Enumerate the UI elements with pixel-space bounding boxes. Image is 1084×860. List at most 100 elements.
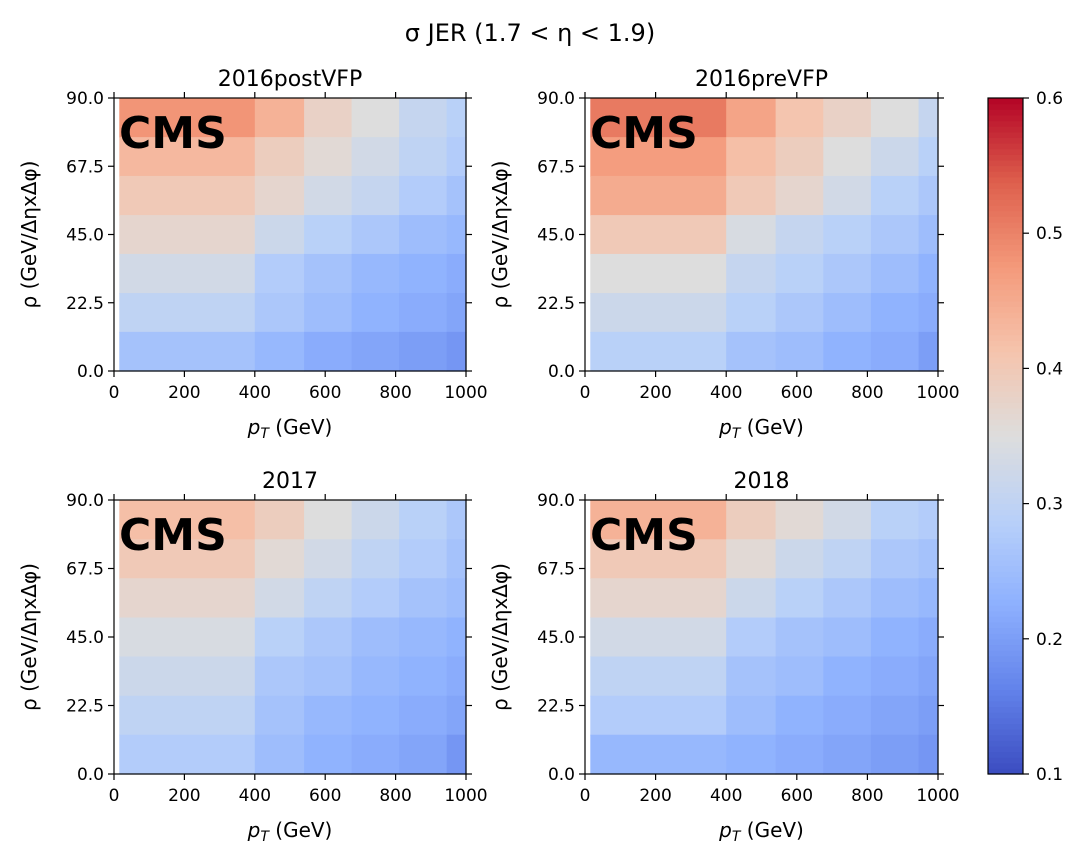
heatmap-cell — [870, 734, 920, 775]
cms-label: CMS — [590, 510, 698, 561]
colorbar-segment — [988, 98, 1023, 105]
colorbar-segment — [988, 633, 1023, 640]
heatmap-cell — [304, 215, 353, 255]
heatmap-cell — [775, 734, 824, 775]
y-tick-label: 0.0 — [548, 362, 575, 382]
colorbar-segment — [988, 407, 1023, 415]
heatmap-cell — [399, 331, 448, 372]
colorbar-segment — [988, 233, 1023, 240]
heatmap-cell — [870, 539, 920, 579]
colorbar-segment — [988, 672, 1023, 679]
heatmap-cell — [254, 98, 305, 138]
heatmap-cell — [590, 293, 727, 333]
colorbar-segment — [988, 497, 1023, 505]
heatmap-cell — [351, 695, 400, 736]
heatmap-cell — [918, 98, 939, 138]
heatmap-cell — [590, 578, 727, 619]
heatmap-cell — [304, 617, 353, 658]
colorbar-segment — [988, 554, 1023, 561]
heatmap-panels: 0 200 400 600 800 1000 0.0 22.5 45.0 67.5 90.0 2016… — [17, 67, 960, 845]
heatmap-cell — [351, 734, 400, 775]
colorbar-segment — [988, 238, 1023, 246]
y-tick-label: 0.0 — [77, 362, 104, 382]
heatmap-cell — [304, 578, 353, 619]
heatmap-cell — [870, 617, 920, 658]
heatmap-cell — [726, 293, 777, 333]
colorbar-segment — [988, 514, 1023, 522]
heatmap-cell — [446, 293, 467, 333]
y-tick-label: 90.0 — [537, 491, 575, 511]
heatmap-cell — [446, 656, 467, 697]
heatmap-cell — [119, 578, 256, 619]
x-tick-label: 1000 — [444, 786, 487, 806]
colorbar-segment — [988, 131, 1023, 139]
heatmap-cell — [351, 293, 400, 333]
heatmap-cell — [918, 539, 939, 579]
y-tick-label: 90.0 — [66, 491, 104, 511]
heatmap-cell — [918, 695, 939, 736]
heatmap-cell — [726, 253, 777, 294]
heatmap-cell — [254, 500, 305, 540]
colorbar-segment — [988, 520, 1023, 527]
heatmap-cell — [254, 734, 305, 775]
y-tick-label: 22.5 — [66, 294, 104, 314]
colorbar-segment — [988, 216, 1023, 223]
colorbar-segment — [988, 267, 1023, 274]
colorbar: 0.1 0.2 0.3 0.4 0.5 0.6 — [987, 89, 1063, 785]
colorbar-segment — [988, 143, 1023, 150]
heatmap-cell — [399, 98, 448, 138]
colorbar-segment — [988, 390, 1023, 398]
colorbar-segment — [988, 430, 1023, 437]
heatmap-cell — [870, 98, 920, 138]
heatmap-cell — [870, 695, 920, 736]
colorbar-segment — [988, 571, 1023, 578]
heatmap-cell — [119, 734, 256, 775]
heatmap-cell — [726, 539, 777, 579]
heatmap-cell — [119, 215, 256, 255]
x-tick-label: 1000 — [916, 383, 959, 403]
heatmap-cell — [775, 539, 824, 579]
heatmap-cell — [870, 293, 920, 333]
heatmap-panel-1: 0 200 400 600 800 1000 0.0 22.5 45.0 67.5 90.0 2016… — [17, 67, 488, 442]
colorbar-segment — [988, 678, 1023, 685]
colorbar-segment — [988, 419, 1023, 426]
heatmap-cell — [590, 331, 727, 372]
colorbar-segment — [988, 588, 1023, 595]
panel-title: 2016postVFP — [218, 67, 362, 92]
x-tick-label: 0 — [580, 383, 591, 403]
colorbar-segment — [988, 283, 1023, 291]
heatmap-cell — [918, 137, 939, 177]
heatmap-cell — [119, 539, 256, 579]
colorbar-segment — [988, 706, 1023, 713]
heatmap-cell — [590, 656, 727, 697]
x-axis-label: pT (GeV) — [718, 818, 804, 845]
colorbar-segment — [988, 548, 1023, 555]
heatmap-cell — [351, 500, 400, 540]
colorbar-frame — [987, 97, 1024, 775]
heatmap-cell — [254, 617, 305, 658]
heatmap-cell — [399, 734, 448, 775]
colorbar-segment — [988, 452, 1023, 460]
heatmap-cell — [446, 98, 467, 138]
heatmap-cell — [446, 695, 467, 736]
colorbar-segment — [988, 712, 1023, 719]
heatmap-cell — [726, 331, 777, 372]
heatmap-cell — [775, 500, 824, 540]
colorbar-segment — [988, 565, 1023, 572]
colorbar-segment — [988, 616, 1023, 623]
colorbar-segment — [988, 317, 1023, 324]
heatmap-cell — [446, 253, 467, 294]
x-axis-label: pT (GeV) — [718, 415, 804, 442]
heatmap-cell — [304, 695, 353, 736]
x-tick-label: 200 — [168, 383, 200, 403]
heatmap-cell — [304, 253, 353, 294]
colorbar-tick-label: 0.4 — [1036, 359, 1063, 379]
colorbar-segment — [988, 289, 1023, 296]
colorbar-segment — [988, 345, 1023, 353]
colorbar-segment — [988, 413, 1023, 420]
colorbar-segment — [988, 261, 1023, 268]
x-tick-label: 800 — [379, 786, 411, 806]
x-tick-label: 600 — [781, 786, 813, 806]
heatmap-cell — [304, 331, 353, 372]
x-tick-label: 600 — [781, 383, 813, 403]
